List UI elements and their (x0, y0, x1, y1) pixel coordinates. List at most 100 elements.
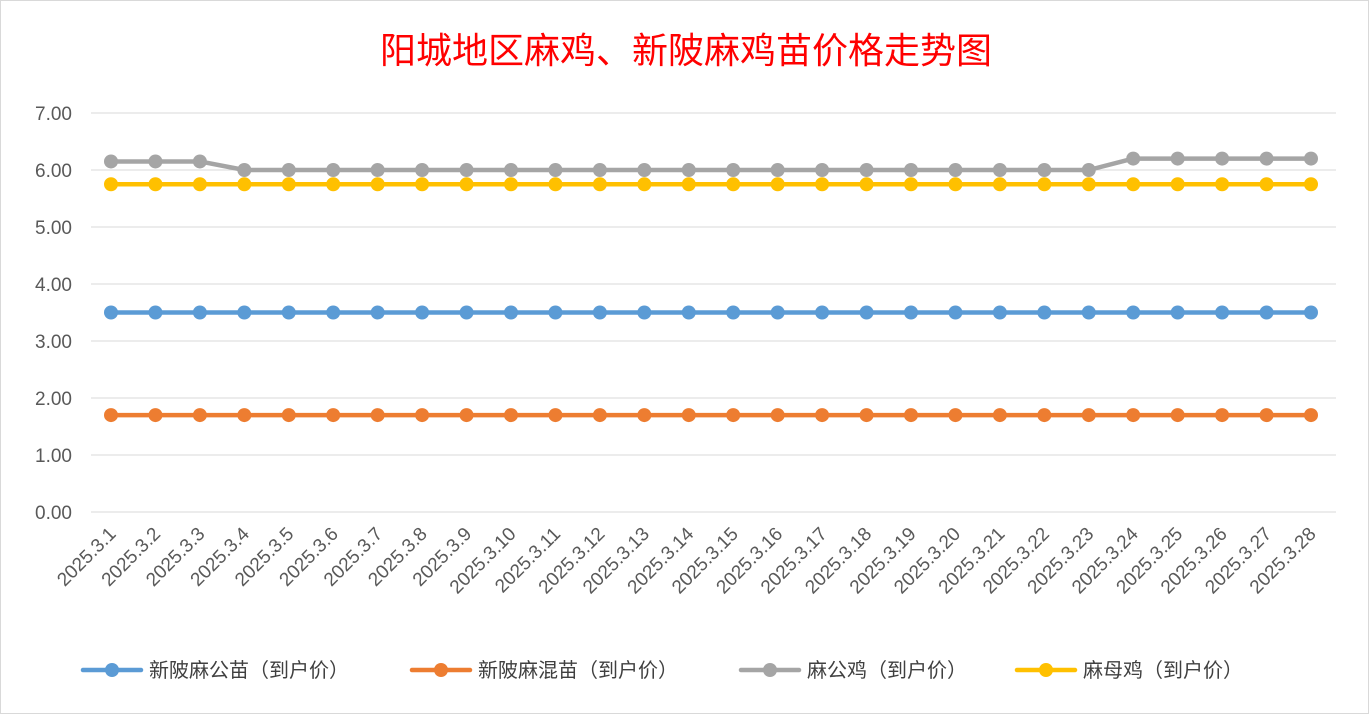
data-point (681, 305, 696, 320)
data-point (637, 177, 652, 192)
data-point (1126, 177, 1141, 192)
legend-swatch-marker (1039, 663, 1053, 677)
data-point (1126, 151, 1141, 166)
data-point (326, 163, 341, 177)
data-point (370, 305, 385, 320)
legend-item: 新陂麻混苗（到户价） (409, 658, 678, 682)
data-point (637, 163, 652, 177)
data-point (326, 177, 341, 192)
y-tick-label: 0.00 (35, 503, 72, 524)
legend-label: 麻公鸡（到户价） (807, 658, 967, 682)
data-point (1126, 305, 1141, 320)
data-point (1170, 151, 1185, 166)
data-point (726, 177, 741, 192)
data-point (992, 163, 1007, 177)
chart-title: 阳城地区麻鸡、新陂麻鸡苗价格走势图 (380, 31, 992, 72)
y-tick-label: 1.00 (35, 446, 72, 467)
data-point (237, 177, 252, 192)
data-point (1037, 305, 1052, 320)
legend-item: 新陂麻公苗（到户价） (80, 658, 349, 682)
data-point (726, 408, 741, 423)
data-point (459, 305, 474, 320)
y-tick-label: 3.00 (35, 332, 72, 353)
data-point (904, 177, 918, 192)
data-point (1259, 305, 1274, 320)
data-point (370, 408, 385, 423)
legend-swatch-marker (434, 663, 448, 677)
y-axis: 0.00 1.00 2.00 3.00 4.00 5.00 6.00 7.00 (35, 104, 72, 524)
data-point (992, 408, 1007, 423)
legend-item: 麻母鸡（到户价） (1014, 658, 1243, 682)
data-point (415, 163, 430, 177)
data-point (904, 163, 918, 177)
data-point (770, 408, 785, 423)
series-3 (104, 151, 1318, 177)
series-4 (104, 177, 1318, 192)
data-point (592, 305, 607, 320)
data-point (1081, 163, 1096, 177)
data-point (815, 408, 830, 423)
data-point (504, 177, 518, 192)
data-point (681, 177, 696, 192)
data-point (237, 305, 252, 320)
data-point (504, 408, 518, 423)
data-point (815, 177, 830, 192)
data-point (948, 163, 963, 177)
legend-label: 新陂麻公苗（到户价） (149, 658, 349, 682)
data-point (104, 305, 118, 320)
data-point (548, 177, 563, 192)
data-point (104, 177, 118, 192)
data-point (1304, 408, 1318, 423)
data-point (770, 305, 785, 320)
y-tick-label: 5.00 (35, 218, 72, 239)
data-point (681, 163, 696, 177)
data-point (370, 177, 385, 192)
data-point (1304, 151, 1318, 166)
data-point (281, 163, 296, 177)
data-point (548, 305, 563, 320)
legend-label: 新陂麻混苗（到户价） (478, 658, 678, 682)
series-line (108, 156, 1314, 173)
data-point (726, 305, 741, 320)
data-point (992, 305, 1007, 320)
data-point (459, 177, 474, 192)
legend-swatch-marker (105, 663, 119, 677)
data-point (726, 163, 741, 177)
data-point (326, 408, 341, 423)
data-point (681, 408, 696, 423)
data-point (859, 305, 874, 320)
legend: 新陂麻公苗（到户价） 新陂麻混苗（到户价） 麻公鸡（到户价） 麻母鸡（到户价） (80, 658, 1243, 682)
data-point (1037, 408, 1052, 423)
data-point (859, 408, 874, 423)
data-point (1170, 305, 1185, 320)
data-point (637, 408, 652, 423)
data-point (192, 177, 207, 192)
y-tick-label: 4.00 (35, 275, 72, 296)
data-point (1081, 177, 1096, 192)
data-point (1259, 177, 1274, 192)
data-point (281, 305, 296, 320)
legend-label: 麻母鸡（到户价） (1083, 658, 1243, 682)
data-point (1304, 305, 1318, 320)
data-point (548, 163, 563, 177)
data-point (192, 408, 207, 423)
data-point (1081, 408, 1096, 423)
data-point (592, 163, 607, 177)
series-1 (104, 305, 1318, 320)
data-point (859, 177, 874, 192)
data-point (237, 408, 252, 423)
data-point (237, 163, 252, 177)
data-point (1081, 305, 1096, 320)
data-point (1215, 151, 1230, 166)
data-point (815, 305, 830, 320)
data-point (104, 408, 118, 423)
data-point (148, 408, 163, 423)
data-point (326, 305, 341, 320)
data-point (1037, 177, 1052, 192)
data-point (415, 177, 430, 192)
data-point (192, 305, 207, 320)
data-point (904, 305, 918, 320)
data-point (281, 408, 296, 423)
data-point (1215, 305, 1230, 320)
